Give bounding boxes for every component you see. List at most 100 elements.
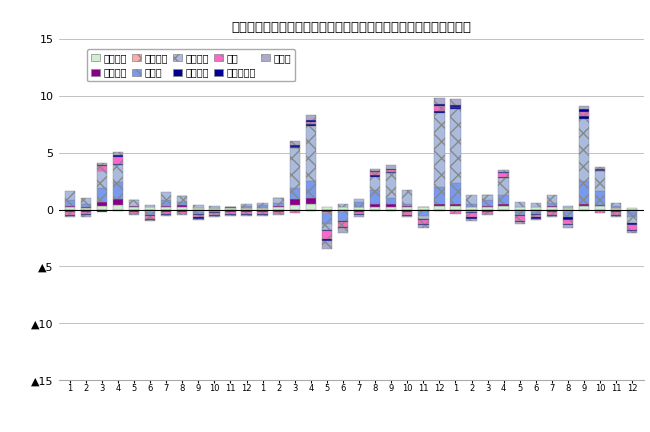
Bar (177, 196, 187, 202)
Bar (112, 152, 124, 155)
Bar (499, 178, 509, 195)
Bar (129, 214, 139, 215)
Bar (627, 208, 638, 210)
Bar (322, 213, 332, 224)
Bar (97, 210, 107, 211)
Bar (322, 207, 332, 210)
Bar (241, 204, 252, 206)
Bar (547, 212, 557, 215)
Bar (450, 206, 461, 210)
Bar (418, 226, 428, 228)
Bar (418, 219, 428, 220)
Bar (354, 214, 364, 215)
Bar (563, 208, 573, 210)
Bar (578, 181, 590, 204)
Bar (370, 204, 380, 207)
Bar (499, 206, 509, 210)
Bar (112, 164, 124, 165)
Bar (145, 207, 155, 210)
Bar (338, 221, 348, 222)
Bar (112, 210, 124, 211)
Bar (354, 215, 364, 217)
Bar (611, 206, 621, 208)
Bar (402, 211, 413, 212)
Bar (499, 210, 509, 211)
Bar (482, 195, 493, 200)
Bar (499, 170, 509, 172)
Bar (595, 206, 605, 210)
Bar (81, 208, 91, 210)
Bar (81, 204, 91, 207)
Bar (161, 206, 172, 207)
Bar (354, 211, 364, 212)
Bar (112, 165, 124, 182)
Bar (499, 195, 509, 204)
Bar (241, 208, 252, 210)
Bar (274, 203, 284, 206)
Bar (370, 175, 380, 177)
Bar (563, 220, 573, 224)
Bar (434, 98, 445, 104)
Bar (226, 207, 236, 208)
Bar (386, 210, 396, 211)
Bar (306, 127, 316, 181)
Bar (289, 188, 300, 199)
Bar (547, 210, 557, 211)
Bar (322, 210, 332, 212)
Bar (257, 214, 268, 215)
Bar (226, 215, 236, 216)
Bar (209, 212, 220, 213)
Bar (193, 219, 203, 220)
Bar (466, 211, 476, 212)
Bar (434, 111, 445, 113)
Bar (402, 212, 413, 215)
Bar (450, 99, 461, 105)
Bar (595, 191, 605, 205)
Bar (434, 204, 445, 206)
Bar (145, 219, 155, 220)
Bar (97, 171, 107, 188)
Bar (515, 216, 525, 221)
Bar (418, 224, 428, 226)
Bar (306, 120, 316, 122)
Bar (547, 215, 557, 216)
Bar (226, 208, 236, 210)
Bar (209, 208, 220, 210)
Bar (627, 217, 638, 223)
Bar (177, 202, 187, 205)
Bar (209, 213, 220, 215)
Bar (595, 210, 605, 211)
Bar (226, 210, 236, 211)
Bar (241, 211, 252, 212)
Bar (450, 107, 461, 109)
Bar (64, 210, 75, 211)
Bar (64, 216, 75, 217)
Bar (386, 168, 396, 170)
Bar (370, 168, 380, 171)
Bar (112, 205, 124, 210)
Bar (129, 212, 139, 214)
Bar (578, 106, 590, 109)
Bar (434, 187, 445, 204)
Bar (627, 212, 638, 217)
Bar (145, 215, 155, 216)
Bar (370, 210, 380, 211)
Bar (306, 115, 316, 120)
Bar (338, 211, 348, 212)
Bar (466, 195, 476, 204)
Bar (177, 207, 187, 210)
Bar (386, 172, 396, 173)
Bar (450, 105, 461, 107)
Bar (338, 207, 348, 210)
Bar (97, 166, 107, 171)
Bar (64, 207, 75, 210)
Bar (563, 224, 573, 226)
Bar (386, 165, 396, 168)
Bar (289, 141, 300, 145)
Bar (595, 171, 605, 191)
Bar (418, 211, 428, 216)
Bar (530, 212, 541, 214)
Bar (354, 207, 364, 210)
Bar (289, 145, 300, 147)
Bar (499, 173, 509, 177)
